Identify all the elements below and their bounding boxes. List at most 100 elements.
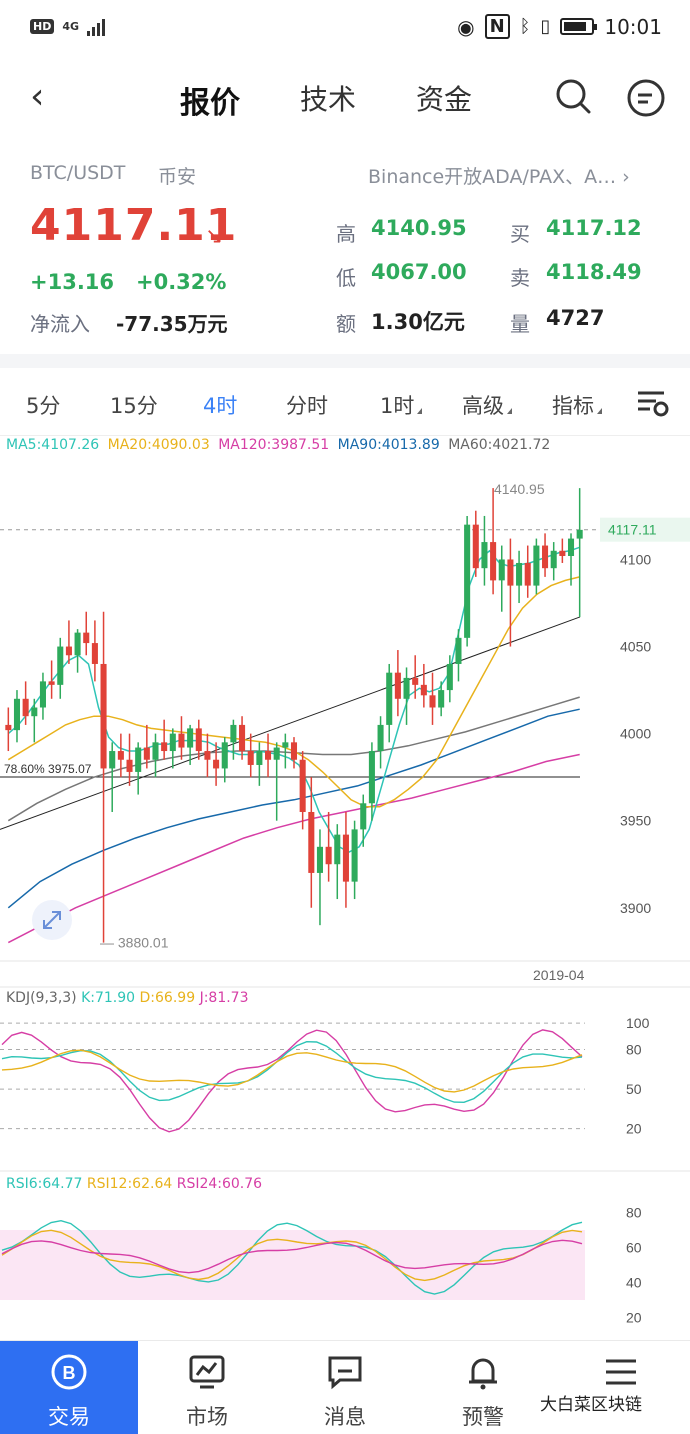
battery-icon xyxy=(560,18,598,35)
max-price-label: 4140.95 xyxy=(494,481,545,497)
rsi-tick-label: 40 xyxy=(626,1275,642,1291)
search-icon[interactable] xyxy=(555,78,591,114)
ma5-label: MA5:4107.26 xyxy=(6,437,100,453)
kdj-j-line xyxy=(1,1029,583,1133)
rsi-band xyxy=(0,1230,585,1300)
network-type: 4G xyxy=(62,19,80,33)
netflow-label: 净流入 xyxy=(30,312,90,336)
tab-advanced[interactable]: 高级 xyxy=(462,390,512,420)
candle-body xyxy=(91,643,98,664)
status-bar: HD 4G ◉ N ᛒ ▯ 10:01 xyxy=(0,0,690,56)
ma120-label: MA120:3987.51 xyxy=(218,437,330,453)
candle-body xyxy=(178,733,185,748)
current-price-box xyxy=(600,517,690,542)
candle-body xyxy=(265,751,272,760)
candle-body xyxy=(533,545,540,586)
candle-body xyxy=(550,550,557,569)
kdj-tick-label: 80 xyxy=(626,1042,642,1058)
candle-body xyxy=(5,724,12,731)
sell-label: 卖 xyxy=(510,266,530,290)
rsi6-label: RSI6:64.77 xyxy=(6,1176,83,1192)
clock: 10:01 xyxy=(604,14,662,39)
quote-panel: BTC/USDT 币安 Binance开放ADA/PAX、A… › 4117.1… xyxy=(0,142,690,356)
period-tabs: 5分 15分 4时 分时 1时 高级 指标 xyxy=(0,368,690,436)
amount-value: 1.30亿元 xyxy=(371,310,465,334)
candle-body xyxy=(567,538,575,556)
rsi24-label: RSI24:60.76 xyxy=(176,1176,263,1192)
candle-body xyxy=(438,690,445,708)
nav-alerts[interactable]: 预警 xyxy=(414,1341,552,1434)
candle-body xyxy=(481,542,488,569)
candle-body xyxy=(135,747,142,772)
candle-body xyxy=(282,742,289,748)
tab-indicators[interactable]: 指标 xyxy=(552,390,602,420)
nav-market[interactable]: 市场 xyxy=(138,1341,276,1434)
candle-body xyxy=(308,811,315,873)
candle-body xyxy=(498,559,505,581)
low-label: 低 xyxy=(336,266,356,290)
exchange-name: 币安 xyxy=(158,166,197,188)
nav-messages[interactable]: 消息 xyxy=(276,1341,414,1434)
dropdown-icon xyxy=(597,408,602,414)
candle-body xyxy=(524,562,531,586)
kdj-d-line xyxy=(1,1049,583,1093)
candle-body xyxy=(273,747,280,760)
candle-body xyxy=(117,751,124,760)
nav-market-label: 市场 xyxy=(186,1405,228,1429)
ma20-line xyxy=(7,576,580,808)
candle-body xyxy=(377,724,384,752)
candle-body xyxy=(360,803,367,830)
candle-body xyxy=(109,751,116,769)
message-icon[interactable] xyxy=(626,78,666,118)
nav-tabs: 报价 技术 资金 xyxy=(180,78,472,122)
candle-body xyxy=(39,681,46,708)
tab-5min[interactable]: 5分 xyxy=(26,394,61,418)
tab-1h[interactable]: 1时 xyxy=(380,390,423,420)
svg-text:B: B xyxy=(63,1363,76,1383)
candle-body xyxy=(429,695,436,708)
kdj-title: KDJ(9,3,3) xyxy=(6,990,77,1006)
tab-timeshare[interactable]: 分时 xyxy=(286,394,328,418)
y-tick-label: 4000 xyxy=(620,726,651,742)
back-icon[interactable]: ‹ xyxy=(30,76,45,117)
tab-indicators-label: 指标 xyxy=(552,394,594,418)
candle-body xyxy=(13,698,21,731)
tab-4h[interactable]: 4时 xyxy=(203,394,238,418)
kdj-j-label: J:81.73 xyxy=(199,990,249,1006)
tab-quote[interactable]: 报价 xyxy=(180,86,240,121)
section-divider xyxy=(0,354,690,368)
candle-body xyxy=(455,637,462,664)
trend-line xyxy=(0,616,581,830)
ma20-label: MA20:4090.03 xyxy=(107,437,210,453)
nav-more[interactable]: 更多 xyxy=(552,1341,690,1434)
candle-body xyxy=(412,677,419,685)
candle-body xyxy=(368,751,375,804)
fib-label: 78.60% 3975.07 xyxy=(4,762,92,776)
candle-body xyxy=(472,524,479,569)
ma5-line xyxy=(7,546,580,853)
tab-funds[interactable]: 资金 xyxy=(416,83,473,116)
buy-value: 4117.12 xyxy=(546,216,642,240)
candle-body xyxy=(126,759,133,772)
tab-technical[interactable]: 技术 xyxy=(300,83,357,116)
y-tick-label: 4050 xyxy=(620,639,651,655)
more-icon xyxy=(606,1359,636,1385)
kdj-legend: KDJ(9,3,3) K:71.90 D:66.99 J:81.73 xyxy=(6,990,249,1006)
ma90-label: MA90:4013.89 xyxy=(337,437,440,453)
rsi12-line xyxy=(1,1229,583,1282)
candle-body xyxy=(161,742,168,752)
pair-name: BTC/USDT xyxy=(30,162,126,184)
x-axis-label: 2019-04 xyxy=(533,967,585,983)
candle-body xyxy=(507,559,514,586)
tab-15min[interactable]: 15分 xyxy=(110,394,158,418)
tab-advanced-label: 高级 xyxy=(462,394,504,418)
rsi-tick-label: 80 xyxy=(626,1205,642,1221)
candle-body xyxy=(490,542,497,581)
chart-settings-icon[interactable] xyxy=(636,388,670,418)
candle-body xyxy=(446,663,453,691)
candle-body xyxy=(464,524,471,638)
nav-trade[interactable]: B 交易 xyxy=(0,1341,138,1434)
market-news-link[interactable]: Binance开放ADA/PAX、A… › xyxy=(368,166,630,188)
bluetooth-icon: ᛒ xyxy=(519,16,531,37)
